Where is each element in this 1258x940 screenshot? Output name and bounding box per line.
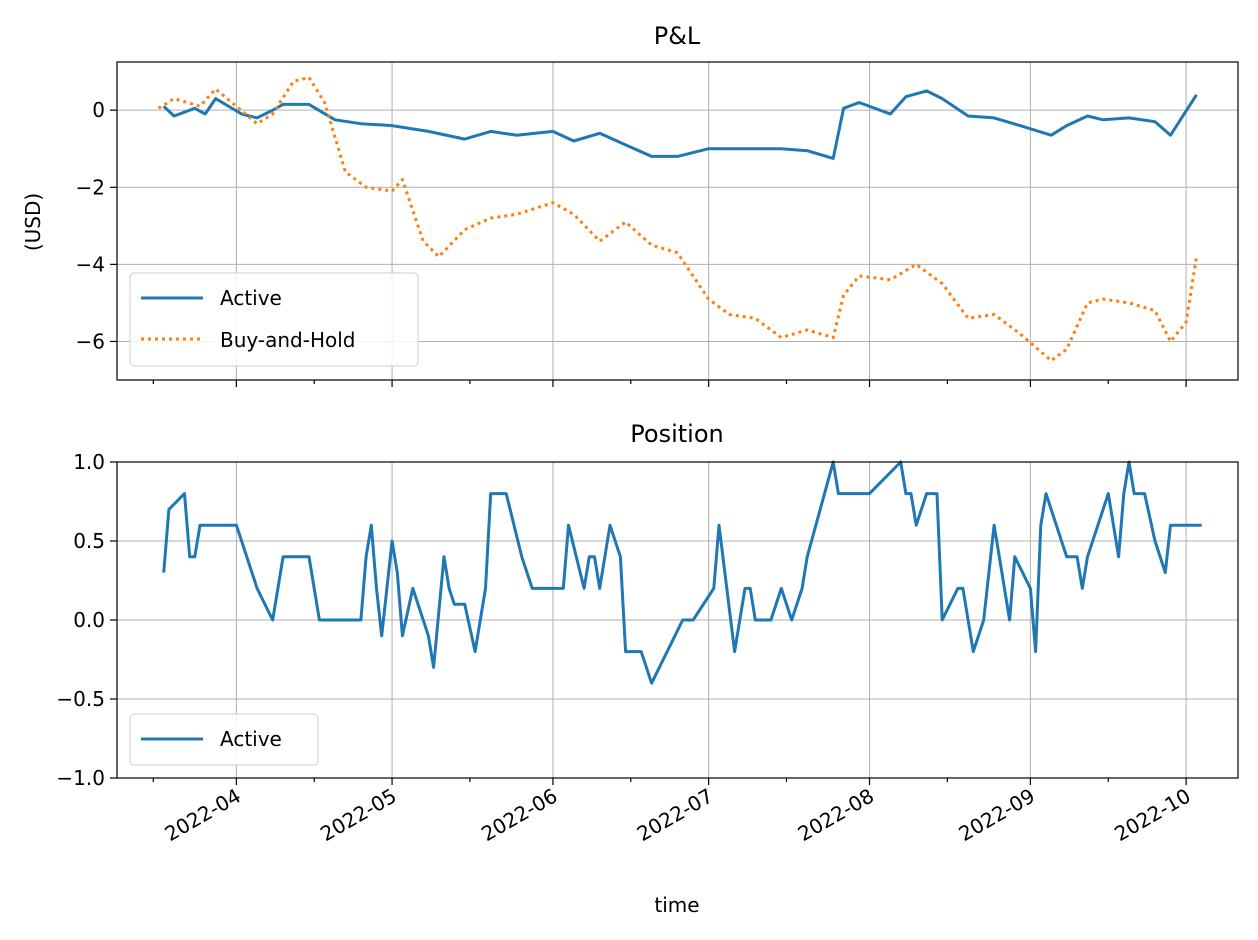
position-axes-frame — [116, 461, 1239, 779]
position-series-active — [162, 460, 1202, 685]
position-legend: Active — [129, 713, 319, 766]
pnl-ticks: 0 −2 −4 −6 — [76, 98, 1187, 387]
pnl-ytick-label-2: −4 — [76, 252, 105, 276]
pnl-series-active — [162, 89, 1198, 160]
position-ticks: 1.0 0.5 0.0 −0.5 −1.0 — [56, 450, 1187, 790]
position-xlabel: time — [654, 893, 699, 917]
position-ytick-label-3: −0.5 — [56, 687, 105, 711]
position-ytick-label-4: −1.0 — [56, 766, 105, 790]
position-ytick-label-2: 0.0 — [73, 608, 105, 632]
position-ytick-label-0: 1.0 — [73, 450, 105, 474]
pnl-ylabel: (USD) — [21, 193, 45, 251]
legend-label-buy-and-hold: Buy-and-Hold — [220, 328, 355, 352]
pnl-axes-frame — [116, 61, 1239, 381]
pnl-legend-box — [129, 272, 419, 367]
pnl-ytick-label-0: 0 — [92, 98, 105, 122]
pnl-legend: Active Buy-and-Hold — [129, 272, 419, 367]
legend-label-position-active: Active — [220, 727, 282, 751]
pnl-series-group — [157, 75, 1198, 363]
legend-label-active: Active — [220, 286, 282, 310]
pnl-ytick-label-1: −2 — [76, 175, 105, 199]
position-ytick-label-1: 0.5 — [73, 529, 105, 553]
pnl-panel: P&L (USD) 0 −2 −4 −6 Active Buy-and-Hold — [21, 22, 1239, 387]
position-series-group — [162, 460, 1202, 685]
pnl-title: P&L — [654, 22, 701, 50]
pnl-series-buy-and-hold — [157, 75, 1198, 363]
pnl-ytick-label-3: −6 — [76, 329, 105, 353]
pnl-grid — [117, 62, 1238, 380]
position-title: Position — [630, 420, 723, 448]
position-legend-box — [129, 713, 319, 766]
